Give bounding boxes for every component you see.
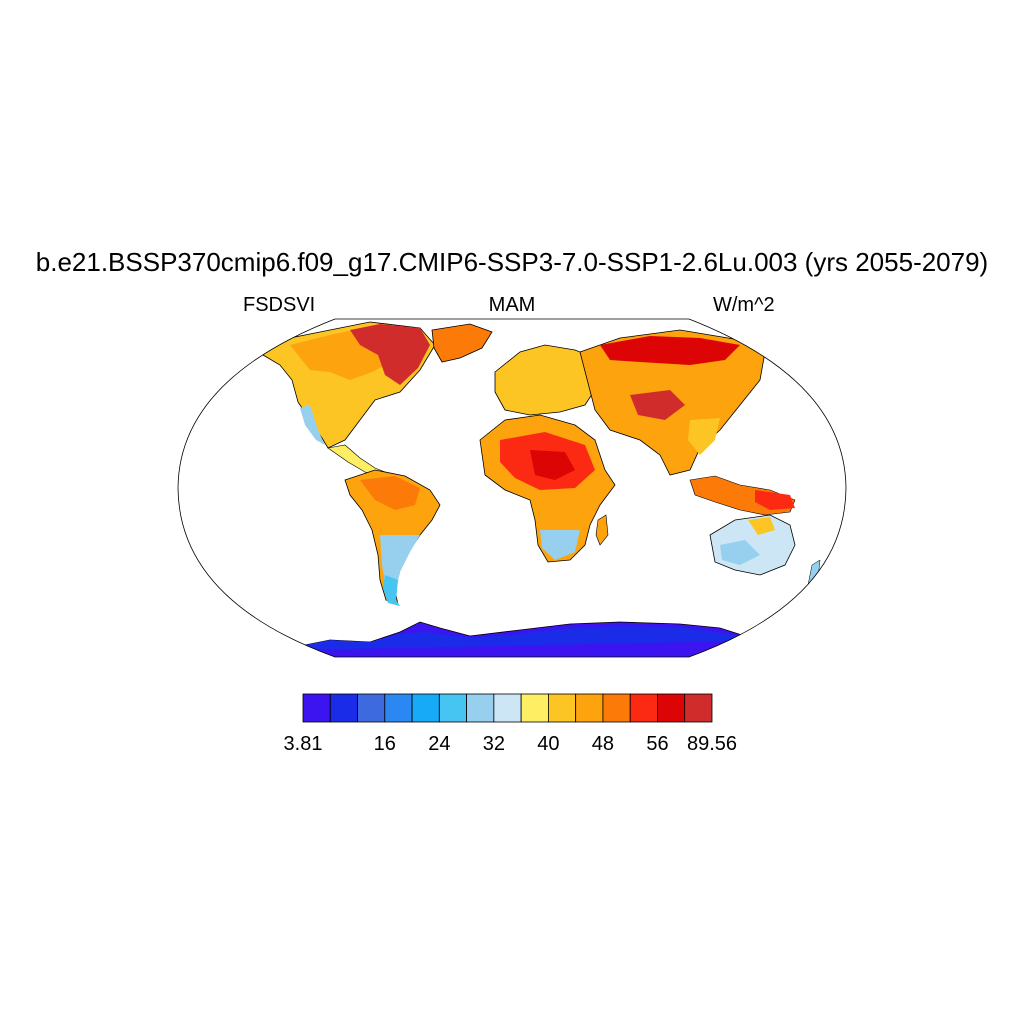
new-guinea-hot [755, 490, 795, 510]
colorbar-tick-label: 89.56 [687, 733, 737, 755]
season-label: MAM [488, 294, 536, 316]
south-america-hot [360, 476, 420, 510]
north-america-hot [350, 324, 430, 385]
variable-label: FSDSVI [243, 294, 316, 316]
map-outline [177, 318, 847, 658]
asia-east-yellow [688, 418, 720, 455]
greenland-region [431, 323, 493, 363]
colorbar-swatch [602, 693, 631, 723]
map-land-layer [257, 321, 821, 657]
colorbar-swatch [357, 693, 386, 723]
colorbar-swatch [629, 693, 658, 723]
southern-africa-cool [540, 530, 580, 560]
colorbar-swatch [548, 693, 577, 723]
colorbar-tick-label: 48 [592, 733, 614, 755]
colorbar-swatch [520, 693, 549, 723]
patagonia-cold [383, 575, 400, 606]
siberia-hot [600, 336, 740, 365]
colorbar-swatch [411, 693, 440, 723]
australia-cool [720, 540, 760, 565]
australia-north-warm [748, 517, 775, 535]
colorbar-tick-label: 24 [428, 733, 450, 755]
colorbar-tick-label: 16 [374, 733, 396, 755]
colorbar-swatch [384, 693, 413, 723]
madagascar [595, 514, 609, 546]
colorbar-swatch [493, 693, 522, 723]
units-label: W/m^2 [713, 294, 775, 316]
colorbar-swatch [657, 693, 686, 723]
sahara-core [530, 450, 575, 480]
colorbar-swatch [466, 693, 495, 723]
colorbar-tick-label: 32 [483, 733, 505, 755]
colorbar-swatch [329, 693, 358, 723]
colorbar-swatch [684, 693, 713, 723]
north-america-west-coast [300, 405, 325, 445]
colorbar: 3.81 16 24 32 40 48 56 89.56 [284, 693, 737, 755]
colorbar-swatch [302, 693, 331, 723]
plot-title: b.e21.BSSP370cmip6.f09_g17.CMIP6-SSP3-7.… [35, 247, 989, 277]
tibet-hot [630, 390, 685, 420]
colorbar-tick-label: 40 [537, 733, 559, 755]
colorbar-tick-label: 3.81 [284, 733, 323, 755]
antarctica-coast-band [300, 626, 740, 650]
colorbar-swatch [438, 693, 468, 723]
colorbar-tick-label: 56 [646, 733, 668, 755]
colorbar-swatch [575, 693, 604, 723]
